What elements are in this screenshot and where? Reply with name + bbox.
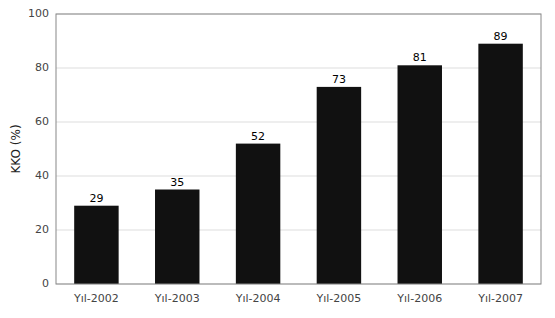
bar bbox=[478, 44, 522, 284]
x-tick-label: Yıl-2006 bbox=[396, 292, 442, 305]
bars bbox=[74, 44, 523, 284]
grid-line bbox=[56, 230, 541, 231]
bar bbox=[236, 144, 280, 284]
y-axis-label: KKO (%) bbox=[9, 124, 23, 173]
grid-line bbox=[56, 176, 541, 177]
data-label: 89 bbox=[494, 30, 508, 43]
bar bbox=[317, 87, 361, 284]
data-labels: 29 35 52 73 81 89 bbox=[89, 30, 507, 205]
chart-svg: 0 20 40 60 80 100 29 35 52 73 81 89 Yıl-2002 Yıl-2003… bbox=[0, 0, 555, 318]
grid-line bbox=[56, 122, 541, 123]
data-label: 73 bbox=[332, 73, 346, 86]
chart-container: 0 20 40 60 80 100 29 35 52 73 81 89 Yıl-2002 Yıl-2003… bbox=[0, 0, 555, 318]
y-tick-label: 80 bbox=[35, 61, 49, 74]
x-tick-label: Yıl-2004 bbox=[235, 292, 281, 305]
x-tick-label: Yıl-2005 bbox=[316, 292, 362, 305]
y-tick-label: 100 bbox=[28, 7, 49, 20]
data-label: 81 bbox=[413, 51, 427, 64]
plot-frame bbox=[56, 14, 541, 284]
bar bbox=[155, 190, 199, 285]
grid bbox=[56, 14, 541, 284]
y-axis: 0 20 40 60 80 100 bbox=[28, 7, 49, 290]
y-tick-label: 60 bbox=[35, 115, 49, 128]
y-tick-label: 40 bbox=[35, 169, 49, 182]
y-tick-label: 0 bbox=[42, 277, 49, 290]
data-label: 52 bbox=[251, 130, 265, 143]
grid-line bbox=[56, 68, 541, 69]
y-tick-label: 20 bbox=[35, 223, 49, 236]
x-tick-label: Yıl-2003 bbox=[154, 292, 200, 305]
data-label: 35 bbox=[170, 176, 184, 189]
bar bbox=[398, 65, 442, 284]
x-tick-label: Yıl-2002 bbox=[73, 292, 119, 305]
bar bbox=[74, 206, 118, 284]
x-axis: Yıl-2002 Yıl-2003 Yıl-2004 Yıl-2005 Yıl-2006… bbox=[73, 292, 523, 305]
x-tick-label: Yıl-2007 bbox=[477, 292, 523, 305]
data-label: 29 bbox=[89, 192, 103, 205]
